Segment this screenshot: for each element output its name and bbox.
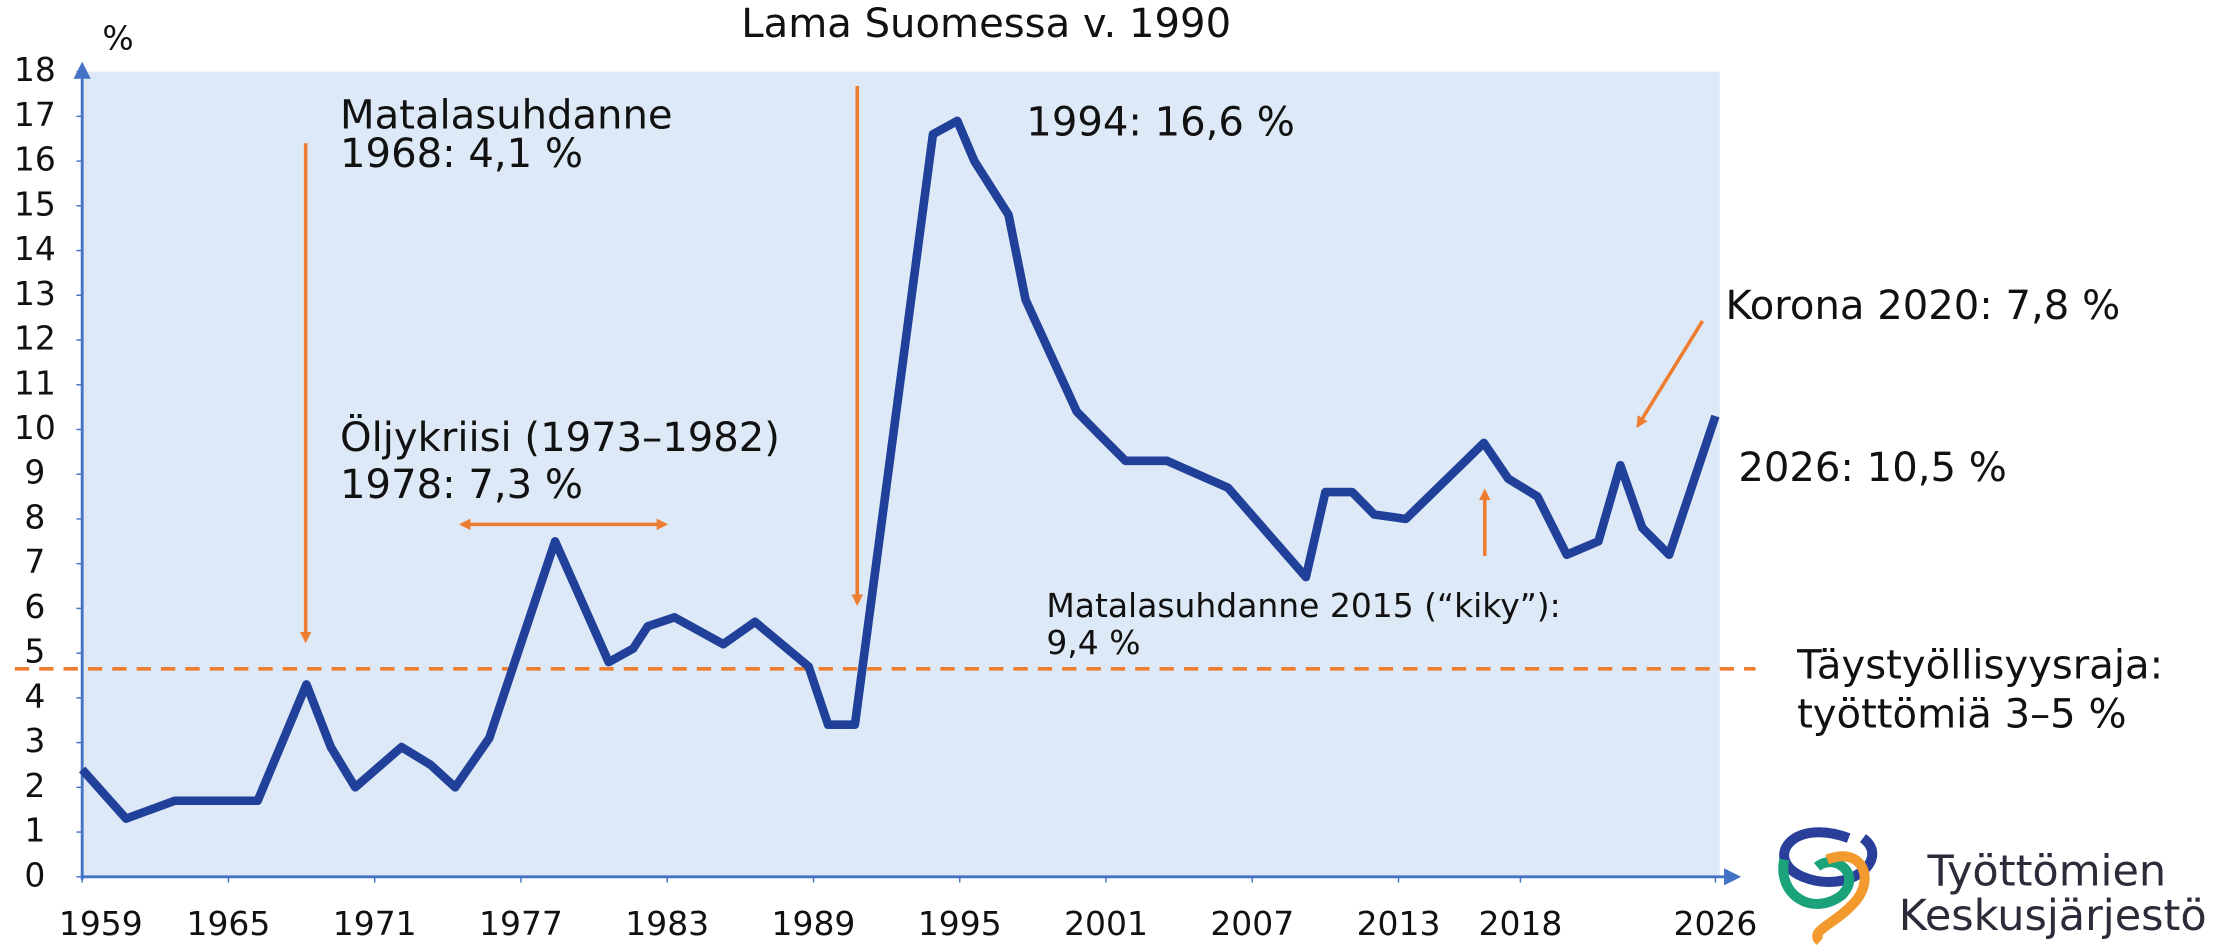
data-line xyxy=(78,116,1720,823)
logo-swirl xyxy=(1779,827,1878,887)
x-tick-label: 2001 xyxy=(1064,904,1148,943)
x-tick-label: 2026 xyxy=(1674,904,1758,943)
y-tick-label: 17 xyxy=(14,95,56,134)
y-axis-label: % xyxy=(102,19,133,58)
y-tick-label: 3 xyxy=(24,721,45,760)
annotation: 1968: 4,1 % xyxy=(340,131,583,177)
annotation: 9,4 % xyxy=(1046,623,1140,662)
y-tick-label: 16 xyxy=(14,140,56,179)
reference-label: työttömiä 3–5 % xyxy=(1797,691,2126,737)
y-tick-label: 11 xyxy=(14,363,56,402)
x-tick-label: 2007 xyxy=(1210,904,1294,943)
annotation: 1978: 7,3 % xyxy=(340,462,583,508)
arrow xyxy=(1636,319,1705,428)
y-tick-label: 6 xyxy=(24,587,45,626)
y-tick-label: 1 xyxy=(24,811,45,850)
logo-swirl xyxy=(1778,857,1854,909)
x-tick-label: 2018 xyxy=(1478,904,1562,943)
x-tick-label: 1989 xyxy=(772,904,856,943)
plot-background xyxy=(82,71,1720,877)
x-tick-label: 1959 xyxy=(59,904,143,943)
x-tick-label: 1977 xyxy=(479,904,563,943)
logo-text: Keskusjärjestö xyxy=(1899,891,2207,941)
y-tick-label: 13 xyxy=(14,274,56,313)
x-tick-label: 1995 xyxy=(918,904,1002,943)
y-tick-label: 7 xyxy=(24,542,45,581)
annotation: Matalasuhdanne xyxy=(340,92,673,138)
chart-title: Lama Suomessa v. 1990 xyxy=(741,1,1231,47)
y-tick-label: 9 xyxy=(24,453,45,492)
y-tick-label: 8 xyxy=(24,497,45,536)
y-tick-label: 15 xyxy=(14,184,56,223)
logo-swirl xyxy=(1812,851,1870,946)
annotation: Korona 2020: 7,8 % xyxy=(1725,283,2120,329)
annotation: 1994: 16,6 % xyxy=(1026,100,1295,146)
x-tick-label: 1971 xyxy=(333,904,417,943)
reference-label: Täystyöllisyysraja: xyxy=(1796,643,2163,689)
y-tick-label: 14 xyxy=(14,229,56,268)
y-tick-label: 12 xyxy=(14,319,56,358)
y-tick-label: 10 xyxy=(14,408,56,447)
y-tick-label: 2 xyxy=(24,766,45,805)
x-tick-label: 1983 xyxy=(625,904,709,943)
x-tick-label: 1965 xyxy=(187,904,271,943)
annotation: 2026: 10,5 % xyxy=(1738,445,2007,491)
y-tick-label: 0 xyxy=(24,855,45,894)
logo-text: Työttömien xyxy=(1926,846,2166,896)
logo: Työttömien Keskusjärjestö xyxy=(1778,827,2207,946)
y-tick-label: 4 xyxy=(24,676,45,715)
y-tick-label: 18 xyxy=(14,50,56,89)
x-tick-label: 2013 xyxy=(1357,904,1441,943)
y-tick-label: 5 xyxy=(24,632,45,671)
annotation: Öljykriisi (1973–1982) xyxy=(340,413,780,461)
annotation: Matalasuhdanne 2015 (“kiky”): xyxy=(1046,586,1560,625)
